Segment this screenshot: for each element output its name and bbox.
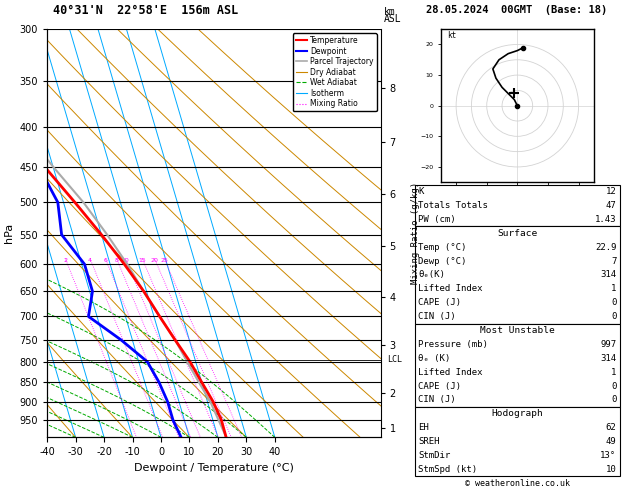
Text: Most Unstable: Most Unstable [480,326,555,335]
Text: 10: 10 [606,465,616,474]
Text: 20: 20 [150,259,159,263]
Legend: Temperature, Dewpoint, Parcel Trajectory, Dry Adiabat, Wet Adiabat, Isotherm, Mi: Temperature, Dewpoint, Parcel Trajectory… [292,33,377,111]
Text: 8: 8 [114,259,118,263]
Text: StmSpd (kt): StmSpd (kt) [418,465,477,474]
Text: 2: 2 [64,259,67,263]
Text: 0: 0 [611,298,616,307]
Text: 1.43: 1.43 [595,215,616,224]
Text: © weatheronline.co.uk: © weatheronline.co.uk [465,479,570,486]
Text: Mixing Ratio (g/kg): Mixing Ratio (g/kg) [411,182,420,284]
Text: 997: 997 [600,340,616,349]
Text: 25: 25 [160,259,168,263]
Text: 12: 12 [606,187,616,196]
Text: Pressure (mb): Pressure (mb) [418,340,488,349]
Y-axis label: hPa: hPa [4,223,14,243]
Text: 49: 49 [606,437,616,446]
Text: 1: 1 [611,367,616,377]
Text: 47: 47 [606,201,616,210]
Text: EH: EH [418,423,429,432]
Text: SREH: SREH [418,437,440,446]
Text: 314: 314 [600,270,616,279]
Text: 40°31'N  22°58'E  156m ASL: 40°31'N 22°58'E 156m ASL [53,4,239,17]
Text: 13°: 13° [600,451,616,460]
Text: 7: 7 [611,257,616,265]
Text: Hodograph: Hodograph [491,409,543,418]
Text: 22.9: 22.9 [595,243,616,252]
Text: Lifted Index: Lifted Index [418,284,483,294]
X-axis label: Dewpoint / Temperature (°C): Dewpoint / Temperature (°C) [134,463,294,473]
Text: 62: 62 [606,423,616,432]
Text: Dewp (°C): Dewp (°C) [418,257,467,265]
Text: K: K [418,187,424,196]
Text: Temp (°C): Temp (°C) [418,243,467,252]
Text: 28.05.2024  00GMT  (Base: 18): 28.05.2024 00GMT (Base: 18) [426,4,608,15]
Text: 6: 6 [103,259,107,263]
Text: 1: 1 [611,284,616,294]
Text: 0: 0 [611,312,616,321]
Text: 4: 4 [88,259,92,263]
Text: Lifted Index: Lifted Index [418,367,483,377]
Text: ASL: ASL [384,14,401,24]
Text: LCL: LCL [387,355,402,364]
Text: θₑ(K): θₑ(K) [418,270,445,279]
Text: CAPE (J): CAPE (J) [418,298,461,307]
Text: 314: 314 [600,354,616,363]
Text: 15: 15 [138,259,146,263]
Text: CIN (J): CIN (J) [418,312,456,321]
Text: StmDir: StmDir [418,451,450,460]
Text: Surface: Surface [498,229,537,238]
Text: kt: kt [447,31,456,40]
Text: 0: 0 [611,382,616,391]
Text: PW (cm): PW (cm) [418,215,456,224]
Text: θₑ (K): θₑ (K) [418,354,450,363]
Text: CIN (J): CIN (J) [418,396,456,404]
Text: 0: 0 [611,396,616,404]
Text: km: km [384,7,396,17]
Text: CAPE (J): CAPE (J) [418,382,461,391]
Text: 10: 10 [121,259,130,263]
Text: Totals Totals: Totals Totals [418,201,488,210]
